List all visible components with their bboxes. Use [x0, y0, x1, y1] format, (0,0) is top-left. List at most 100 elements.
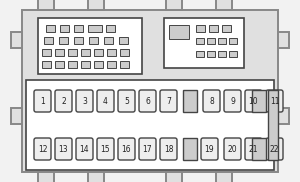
Bar — [60, 25, 69, 32]
Text: 16: 16 — [122, 145, 131, 153]
FancyBboxPatch shape — [266, 138, 283, 160]
Bar — [229, 38, 237, 44]
Text: 17: 17 — [143, 145, 152, 153]
Bar — [278, 108, 289, 124]
Bar — [46, 25, 55, 32]
Bar — [11, 32, 22, 48]
FancyBboxPatch shape — [34, 90, 51, 112]
Bar — [218, 51, 226, 57]
Bar — [119, 37, 128, 44]
Text: 5: 5 — [124, 96, 129, 106]
Bar — [88, 0, 104, 10]
Text: 9: 9 — [230, 96, 235, 106]
Bar — [196, 51, 204, 57]
Text: 19: 19 — [205, 145, 214, 153]
FancyBboxPatch shape — [139, 138, 156, 160]
Text: 3: 3 — [82, 96, 87, 106]
Bar — [252, 138, 266, 160]
FancyBboxPatch shape — [34, 138, 51, 160]
FancyBboxPatch shape — [76, 138, 93, 160]
Bar — [55, 61, 64, 68]
Bar — [59, 37, 68, 44]
Text: 10: 10 — [249, 96, 258, 106]
Bar — [11, 108, 22, 124]
Text: 11: 11 — [270, 96, 279, 106]
Bar — [38, 18, 142, 74]
Bar — [74, 25, 83, 32]
Bar — [81, 61, 90, 68]
FancyBboxPatch shape — [139, 90, 156, 112]
FancyBboxPatch shape — [224, 90, 241, 112]
Text: 14: 14 — [80, 145, 89, 153]
Bar — [196, 25, 205, 32]
Bar — [81, 49, 90, 56]
Bar — [183, 138, 197, 160]
Bar — [94, 61, 103, 68]
Bar — [38, 172, 54, 182]
Text: 1: 1 — [40, 96, 45, 106]
FancyBboxPatch shape — [55, 138, 72, 160]
FancyBboxPatch shape — [118, 138, 135, 160]
Text: 8: 8 — [209, 96, 214, 106]
Text: 18: 18 — [164, 145, 173, 153]
Bar — [68, 49, 77, 56]
Bar — [22, 10, 278, 172]
Bar — [164, 18, 244, 68]
Text: 2: 2 — [61, 96, 66, 106]
Bar — [278, 32, 289, 48]
Bar — [183, 90, 197, 112]
Text: 15: 15 — [101, 145, 110, 153]
Bar — [38, 0, 54, 10]
Text: 7: 7 — [166, 96, 171, 106]
Text: 21: 21 — [249, 145, 258, 153]
Bar — [120, 61, 129, 68]
Bar — [169, 25, 189, 39]
FancyBboxPatch shape — [245, 90, 262, 112]
Bar — [104, 37, 113, 44]
FancyBboxPatch shape — [76, 90, 93, 112]
Bar — [207, 38, 215, 44]
FancyBboxPatch shape — [266, 90, 283, 112]
FancyBboxPatch shape — [55, 90, 72, 112]
Bar — [88, 25, 102, 32]
Bar — [44, 37, 53, 44]
FancyBboxPatch shape — [245, 138, 262, 160]
Bar — [216, 172, 232, 182]
FancyBboxPatch shape — [201, 138, 218, 160]
Bar — [268, 90, 278, 160]
Text: 12: 12 — [38, 145, 47, 153]
FancyBboxPatch shape — [160, 90, 177, 112]
Bar — [68, 61, 77, 68]
FancyBboxPatch shape — [97, 138, 114, 160]
Bar — [42, 61, 51, 68]
Bar — [88, 172, 104, 182]
FancyBboxPatch shape — [203, 90, 220, 112]
Bar — [166, 0, 182, 10]
FancyBboxPatch shape — [118, 90, 135, 112]
Text: 22: 22 — [270, 145, 279, 153]
FancyBboxPatch shape — [224, 138, 241, 160]
Bar — [120, 49, 129, 56]
FancyBboxPatch shape — [160, 138, 177, 160]
Text: 20: 20 — [228, 145, 237, 153]
Bar — [74, 37, 83, 44]
Bar — [89, 37, 98, 44]
FancyBboxPatch shape — [97, 90, 114, 112]
Bar — [42, 49, 51, 56]
Bar — [252, 90, 266, 112]
Bar — [218, 38, 226, 44]
Text: 13: 13 — [59, 145, 68, 153]
Bar — [26, 80, 274, 170]
Text: 4: 4 — [103, 96, 108, 106]
Bar — [229, 51, 237, 57]
Text: 6: 6 — [145, 96, 150, 106]
Bar — [107, 49, 116, 56]
Bar — [94, 49, 103, 56]
Bar — [55, 49, 64, 56]
Bar — [107, 61, 116, 68]
Bar — [106, 25, 115, 32]
Bar — [222, 25, 231, 32]
Bar — [207, 51, 215, 57]
Bar — [216, 0, 232, 10]
Bar — [166, 172, 182, 182]
